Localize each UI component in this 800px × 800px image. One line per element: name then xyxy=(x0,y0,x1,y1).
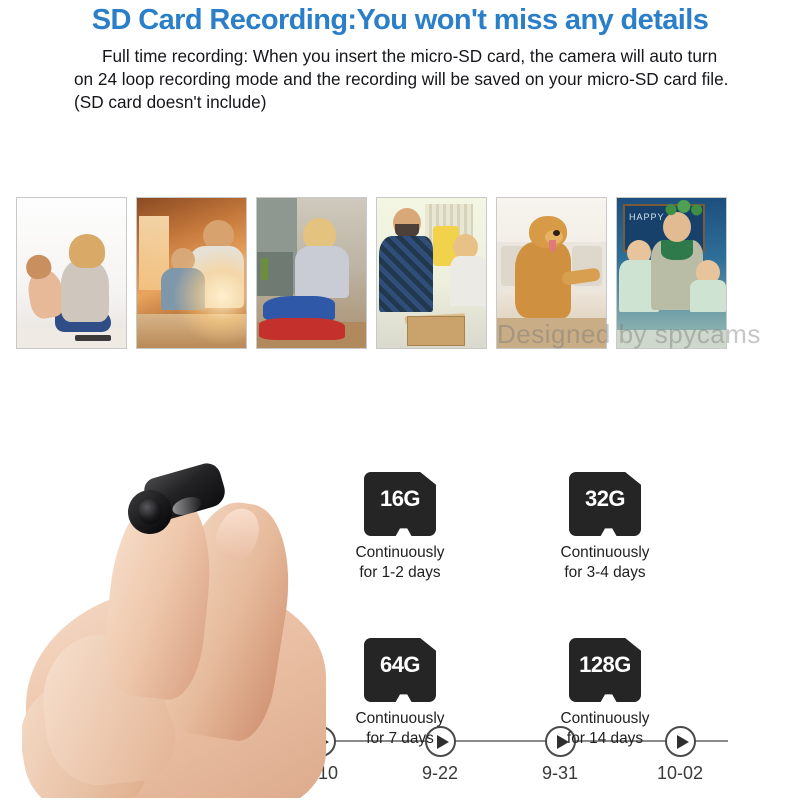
capacity-label: 64G xyxy=(379,652,421,677)
page-title: SD Card Recording:You won't miss any det… xyxy=(91,4,709,36)
capacity-caption-line2: for 3-4 days xyxy=(564,564,646,581)
product-photo-hand-holding-camera xyxy=(22,446,342,798)
capacity-caption-line2: for 7 days xyxy=(366,730,434,747)
intro-paragraph: Full time recording: When you insert the… xyxy=(74,46,729,112)
photo-thumbnail xyxy=(256,197,367,349)
photo-thumbnail xyxy=(376,197,487,349)
photo-thumbnail xyxy=(16,197,127,349)
capacity-card-128g: 128G Continuously for 14 days xyxy=(515,638,695,749)
play-icon[interactable] xyxy=(545,726,576,757)
photo-3-boy-sorting-laundry xyxy=(257,198,366,348)
play-icon[interactable] xyxy=(665,726,696,757)
capacity-label: 32G xyxy=(584,486,626,511)
mini-camera-lens xyxy=(138,499,162,524)
photo-strip: HAPPY xyxy=(16,197,736,349)
sd-card-icon: 32G xyxy=(569,472,641,536)
timeline-date: 9-22 xyxy=(421,763,459,783)
sd-card-icon: 16G xyxy=(364,472,436,536)
photo-4-man-toddler-box xyxy=(377,198,486,348)
capacity-card-32g: 32G Continuously for 3-4 days xyxy=(515,472,695,583)
photo-2-father-and-son xyxy=(137,198,246,348)
timeline-date: 9-31 xyxy=(541,763,579,783)
photo-thumbnail xyxy=(496,197,607,349)
photo-thumbnail xyxy=(136,197,247,349)
recording-timeline: 8-20 8-28 9-10 9-22 9-31 10-02 xyxy=(0,360,800,783)
capacity-label: 128G xyxy=(579,652,631,677)
capacity-caption-line1: Continuously xyxy=(560,544,650,561)
photo-6-family-green-headbands: HAPPY xyxy=(617,198,726,348)
photo-5-golden-retriever xyxy=(497,198,606,348)
capacity-label: 16G xyxy=(379,486,421,511)
timeline-axis xyxy=(28,740,728,742)
capacity-caption-line2: for 1-2 days xyxy=(359,564,441,581)
photo-thumbnail: HAPPY xyxy=(616,197,727,349)
timeline-date: 10-02 xyxy=(656,763,704,783)
photo-1-toddlers-playing xyxy=(17,198,126,348)
capacity-caption-line2: for 14 days xyxy=(566,730,644,747)
capacity-caption-line1: Continuously xyxy=(560,710,650,727)
play-icon[interactable] xyxy=(425,726,456,757)
capacity-card-64g: 64G Continuously for 7 days xyxy=(310,638,490,749)
capacity-card-16g: 16G Continuously for 1-2 days xyxy=(310,472,490,583)
capacity-caption-line1: Continuously xyxy=(355,544,445,561)
sd-card-icon: 64G xyxy=(364,638,436,702)
capacity-caption-line1: Continuously xyxy=(355,710,445,727)
sd-card-icon: 128G xyxy=(569,638,641,702)
